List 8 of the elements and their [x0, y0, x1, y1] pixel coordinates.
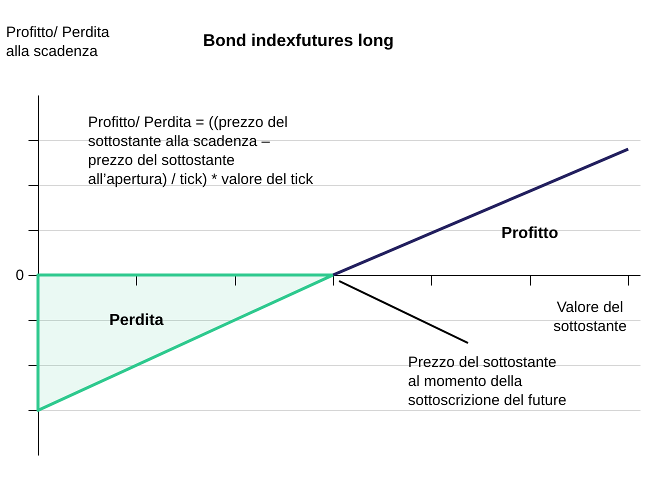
text: Profitto/ Perdita alla scadenza — [6, 24, 110, 60]
annotation: Profitto/ Perdita = ((prezzo del sottostante alla scadenza – prezzo del sottostante all’apertura) / tick) * valore del tick — [88, 114, 314, 188]
series-label: Perdita — [109, 312, 164, 330]
series-label: Profitto — [501, 225, 558, 242]
annotation: Prezzo del sottostante al momento della sottoscrizione del future — [408, 354, 566, 409]
x-axis-title: Valore del sottostante — [553, 299, 627, 335]
chart-title: Bond indexfutures long — [203, 31, 394, 50]
text: 0 — [16, 267, 24, 284]
